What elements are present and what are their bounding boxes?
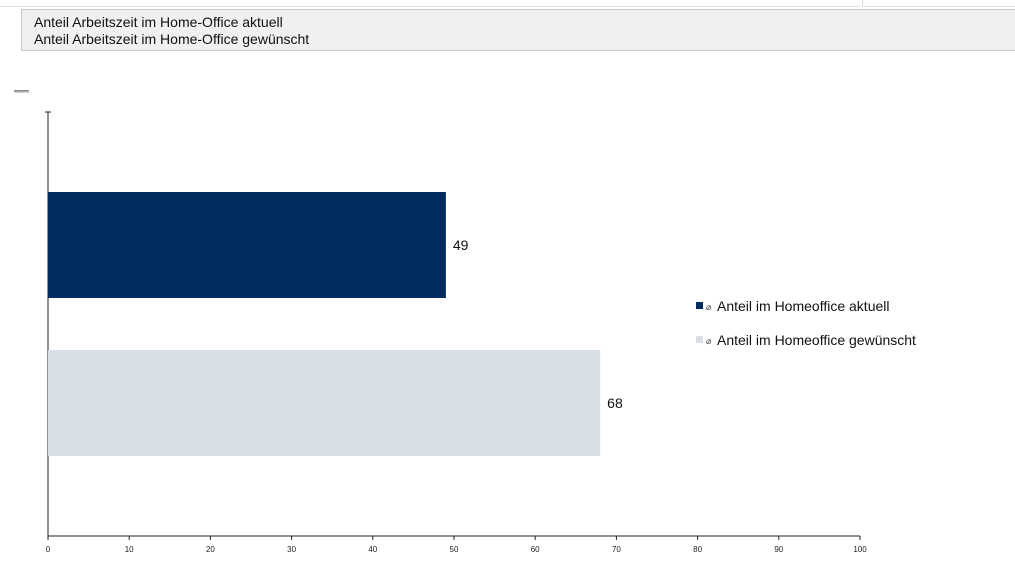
x-tick-label: 50 <box>450 545 459 554</box>
legend-label: Anteil im Homeoffice gewünscht <box>717 332 916 348</box>
bar-desired <box>48 350 601 456</box>
x-tick-label: 100 <box>853 545 867 554</box>
average-symbol-icon: ⌀ <box>706 303 712 313</box>
x-tick-label: 40 <box>368 545 377 554</box>
x-tick-label: 0 <box>46 545 51 554</box>
chart-header: Anteil Arbeitszeit im Home-Office aktuel… <box>21 9 1015 51</box>
top-border <box>0 0 1015 8</box>
chart-axes <box>45 111 860 537</box>
x-tick-label: 30 <box>287 545 296 554</box>
x-tick-label: 90 <box>774 545 783 554</box>
header-line-desired: Anteil Arbeitszeit im Home-Office gewüns… <box>34 31 310 47</box>
x-tick-label: 60 <box>531 545 540 554</box>
legend-swatch <box>696 302 703 309</box>
panel-shadow-mark <box>14 90 29 93</box>
x-tick-label: 10 <box>125 545 134 554</box>
x-tick-label: 70 <box>612 545 621 554</box>
legend-label: Anteil im Homeoffice aktuell <box>717 298 889 314</box>
chart-legend: ⌀ Anteil im Homeoffice aktuell ⌀ Anteil im … <box>696 298 916 348</box>
header-line-current: Anteil Arbeitszeit im Home-Office aktuel… <box>34 14 283 30</box>
top-divider <box>0 6 860 7</box>
chart-bars: 49 68 <box>48 192 623 456</box>
top-divider-tick <box>862 0 863 7</box>
average-symbol-icon: ⌀ <box>706 337 712 347</box>
bar-current <box>48 192 446 298</box>
top-divider-right <box>864 6 1015 7</box>
data-label-current: 49 <box>453 237 469 253</box>
chart-ticks: 0 10 20 30 40 50 60 70 80 90 100 <box>46 536 867 554</box>
x-tick-label: 20 <box>206 545 215 554</box>
x-tick-label: 80 <box>693 545 702 554</box>
legend-swatch <box>696 336 703 343</box>
data-label-desired: 68 <box>607 395 623 411</box>
